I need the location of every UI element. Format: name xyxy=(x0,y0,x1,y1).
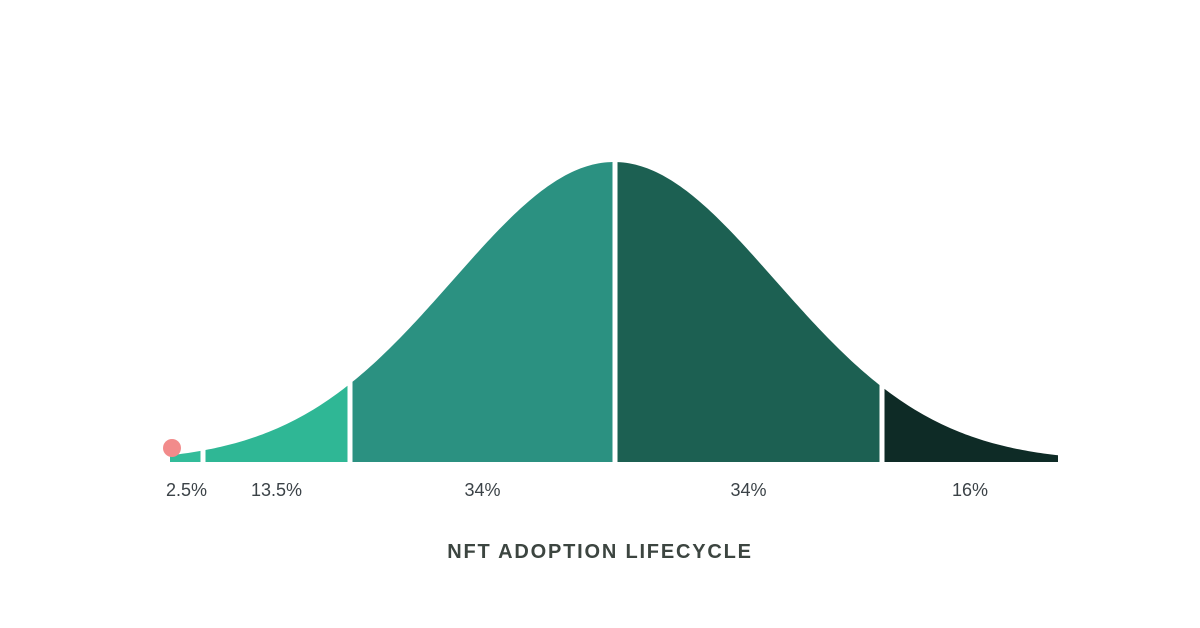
segment-label-2: 13.5% xyxy=(251,480,302,500)
chart-title: NFT ADOPTION LIFECYCLE xyxy=(447,541,753,563)
curve-segment-5 xyxy=(884,388,1058,462)
segment-label-5: 16% xyxy=(952,480,988,500)
segment-label-3: 34% xyxy=(464,480,500,500)
curve-segment-2 xyxy=(205,385,348,462)
segment-label-4: 34% xyxy=(730,480,766,500)
segment-label-1: 2.5% xyxy=(166,480,207,500)
curve-segment-4 xyxy=(617,162,880,462)
curve-segment-1 xyxy=(170,450,201,462)
innovators-dot xyxy=(163,439,181,457)
curve-segment-3 xyxy=(352,162,613,462)
